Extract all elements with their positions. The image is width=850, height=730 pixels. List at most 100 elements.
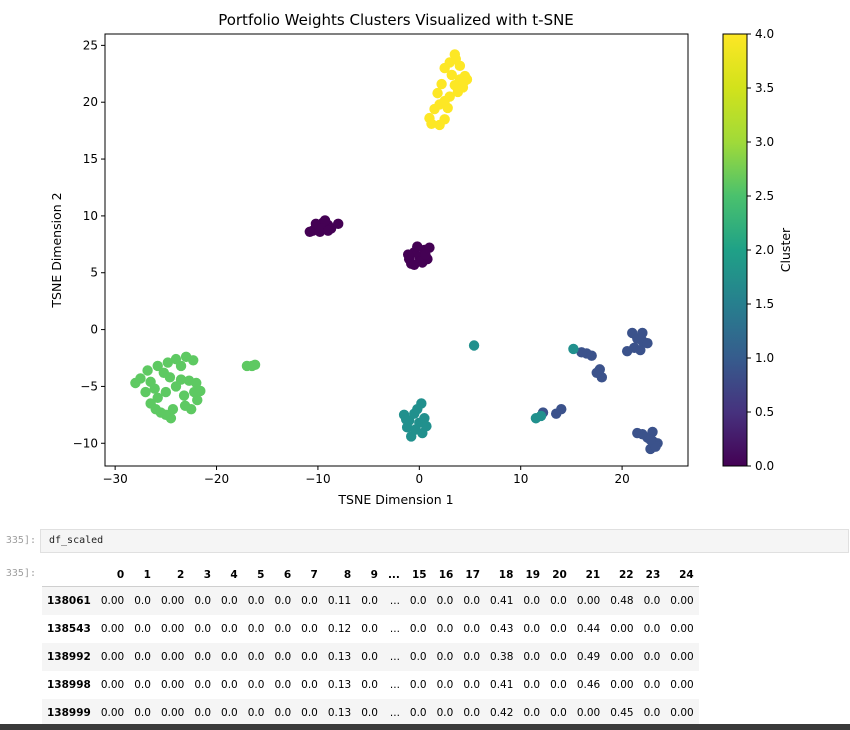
table-cell: 0.0 xyxy=(361,651,378,663)
colorbar-tick-label: 3.0 xyxy=(755,135,774,149)
y-tick-label: 20 xyxy=(83,95,98,109)
table-cell: 0.0 xyxy=(643,679,661,691)
colorbar xyxy=(722,33,748,467)
tsne-scatter-plot: Portfolio Weights Clusters Visualized wi… xyxy=(49,11,793,507)
table-cell: 0.0 xyxy=(194,595,212,607)
table-cell: 0.0 xyxy=(301,707,318,719)
code-cell[interactable]: df_scaled xyxy=(40,529,849,553)
table-cell: 0.00 xyxy=(100,707,125,719)
table-cell: 0.00 xyxy=(160,595,185,607)
code-text[interactable]: df_scaled xyxy=(49,535,104,546)
table-cell: 0.00 xyxy=(610,623,634,635)
table-cell: 0.49 xyxy=(576,651,601,663)
table-cell: 0.0 xyxy=(463,623,481,635)
table-cell: 0.00 xyxy=(160,623,185,635)
table-cell: 0.41 xyxy=(490,595,514,607)
table-cell: 0.0 xyxy=(643,707,661,719)
table-cell: 0.0 xyxy=(409,679,427,691)
table-cell: 0.0 xyxy=(523,707,541,719)
table-cell: 0.0 xyxy=(221,707,238,719)
cluster-4-point xyxy=(446,69,457,81)
row-index: 138543 xyxy=(47,623,91,635)
column-header: 5 xyxy=(242,564,270,587)
cluster-3-point xyxy=(162,357,174,368)
colorbar-ticks: 0.0 0.5 1.0 1.5 2.0 2.5 3.0 3.5 4.0 xyxy=(747,27,774,473)
index-header xyxy=(42,564,96,587)
column-header: 19 xyxy=(518,564,546,587)
colorbar-tick-label: 2.5 xyxy=(755,189,774,203)
table-cell: 0.00 xyxy=(576,707,601,719)
table-row: 138992 0.00 0.0 0.00 0.0 0.0 0.0 0.0 0.0 0.13 0.0.… xyxy=(42,643,699,671)
table-cell: 0.13 xyxy=(327,707,352,719)
column-header: 15 xyxy=(404,564,432,587)
table-cell: 0.00 xyxy=(100,595,125,607)
column-header: 4 xyxy=(216,564,243,587)
table-cell: 0.00 xyxy=(670,623,694,635)
row-index: 138992 xyxy=(47,651,91,663)
cluster-3-point xyxy=(142,365,153,376)
table-cell: 0.42 xyxy=(490,707,514,719)
table-cell: ... xyxy=(389,651,400,663)
table-cell: 0.00 xyxy=(670,595,694,607)
table-cell: 0.0 xyxy=(301,679,318,691)
x-tick-label: −10 xyxy=(305,472,330,486)
table-cell: 0.0 xyxy=(436,651,454,663)
y-tick-label: 10 xyxy=(83,209,98,223)
table-cell: 0.00 xyxy=(160,707,185,719)
table-cell: 0.0 xyxy=(409,623,427,635)
table-cell: 0.0 xyxy=(523,595,541,607)
table-cell: 0.00 xyxy=(576,595,601,607)
y-axis-ticks: −10 −5 0 5 10 15 20 25 xyxy=(73,38,105,450)
table-cell: 0.44 xyxy=(576,623,601,635)
cluster-4-point xyxy=(439,62,450,74)
y-tick-label: 15 xyxy=(83,152,98,166)
x-tick-label: 20 xyxy=(614,472,629,486)
cluster-2-point xyxy=(401,422,413,433)
colorbar-tick-label: 4.0 xyxy=(755,27,774,41)
table-cell: ... xyxy=(389,595,400,607)
x-tick-label: −20 xyxy=(204,472,229,486)
table-cell: 0.0 xyxy=(301,623,318,635)
column-header: 3 xyxy=(189,564,217,587)
cluster-2-point xyxy=(412,403,423,415)
table-cell: 0.0 xyxy=(247,679,265,691)
table-cell: 0.12 xyxy=(327,623,352,635)
cluster-4-point xyxy=(458,76,470,87)
table-cell: 0.43 xyxy=(490,623,514,635)
table-cell: 0.0 xyxy=(523,623,541,635)
cluster-3-point xyxy=(188,355,199,366)
colorbar-tick-label: 2.0 xyxy=(755,243,774,257)
table-header-row: 0 1 2 3 4 5 6 7 8 9... 15 16 17 18 19 20 21 22 23 24 xyxy=(42,564,699,587)
cluster-3-point xyxy=(195,385,206,397)
table-cell: 0.0 xyxy=(247,623,265,635)
cluster-3-point xyxy=(170,381,182,392)
table-cell: 0.0 xyxy=(194,623,212,635)
chart-title: Portfolio Weights Clusters Visualized wi… xyxy=(218,11,574,29)
table-cell: 0.0 xyxy=(194,679,212,691)
cluster-1-point xyxy=(576,347,587,358)
table-cell: 0.0 xyxy=(361,623,378,635)
table-cell: 0.00 xyxy=(160,651,185,663)
table-cell: 0.0 xyxy=(274,651,292,663)
column-header: 24 xyxy=(665,564,699,587)
cluster-0-point xyxy=(412,241,423,252)
dataframe-output: 0 1 2 3 4 5 6 7 8 9... 15 16 17 18 19 20 21 22 23 24 138061… xyxy=(42,564,699,727)
table-cell: 0.00 xyxy=(610,651,634,663)
table-cell: 0.0 xyxy=(361,707,378,719)
cluster-3-point xyxy=(249,359,261,371)
y-tick-label: 5 xyxy=(90,266,98,280)
cluster-3-point xyxy=(192,394,203,406)
column-header: 7 xyxy=(296,564,323,587)
column-header: 1 xyxy=(129,564,156,587)
table-cell: 0.0 xyxy=(463,651,481,663)
table-cell: 0.0 xyxy=(463,679,481,691)
table-cell: ... xyxy=(389,623,400,635)
bottom-scrollbar[interactable] xyxy=(0,724,850,730)
row-index: 138998 xyxy=(47,679,91,691)
table-cell: 0.0 xyxy=(463,707,481,719)
x-tick-label: 0 xyxy=(415,472,423,486)
table-cell: 0.13 xyxy=(327,651,352,663)
colorbar-tick-label: 3.5 xyxy=(755,81,774,95)
y-tick-label: 25 xyxy=(83,38,98,52)
cluster-2-point xyxy=(410,424,421,435)
